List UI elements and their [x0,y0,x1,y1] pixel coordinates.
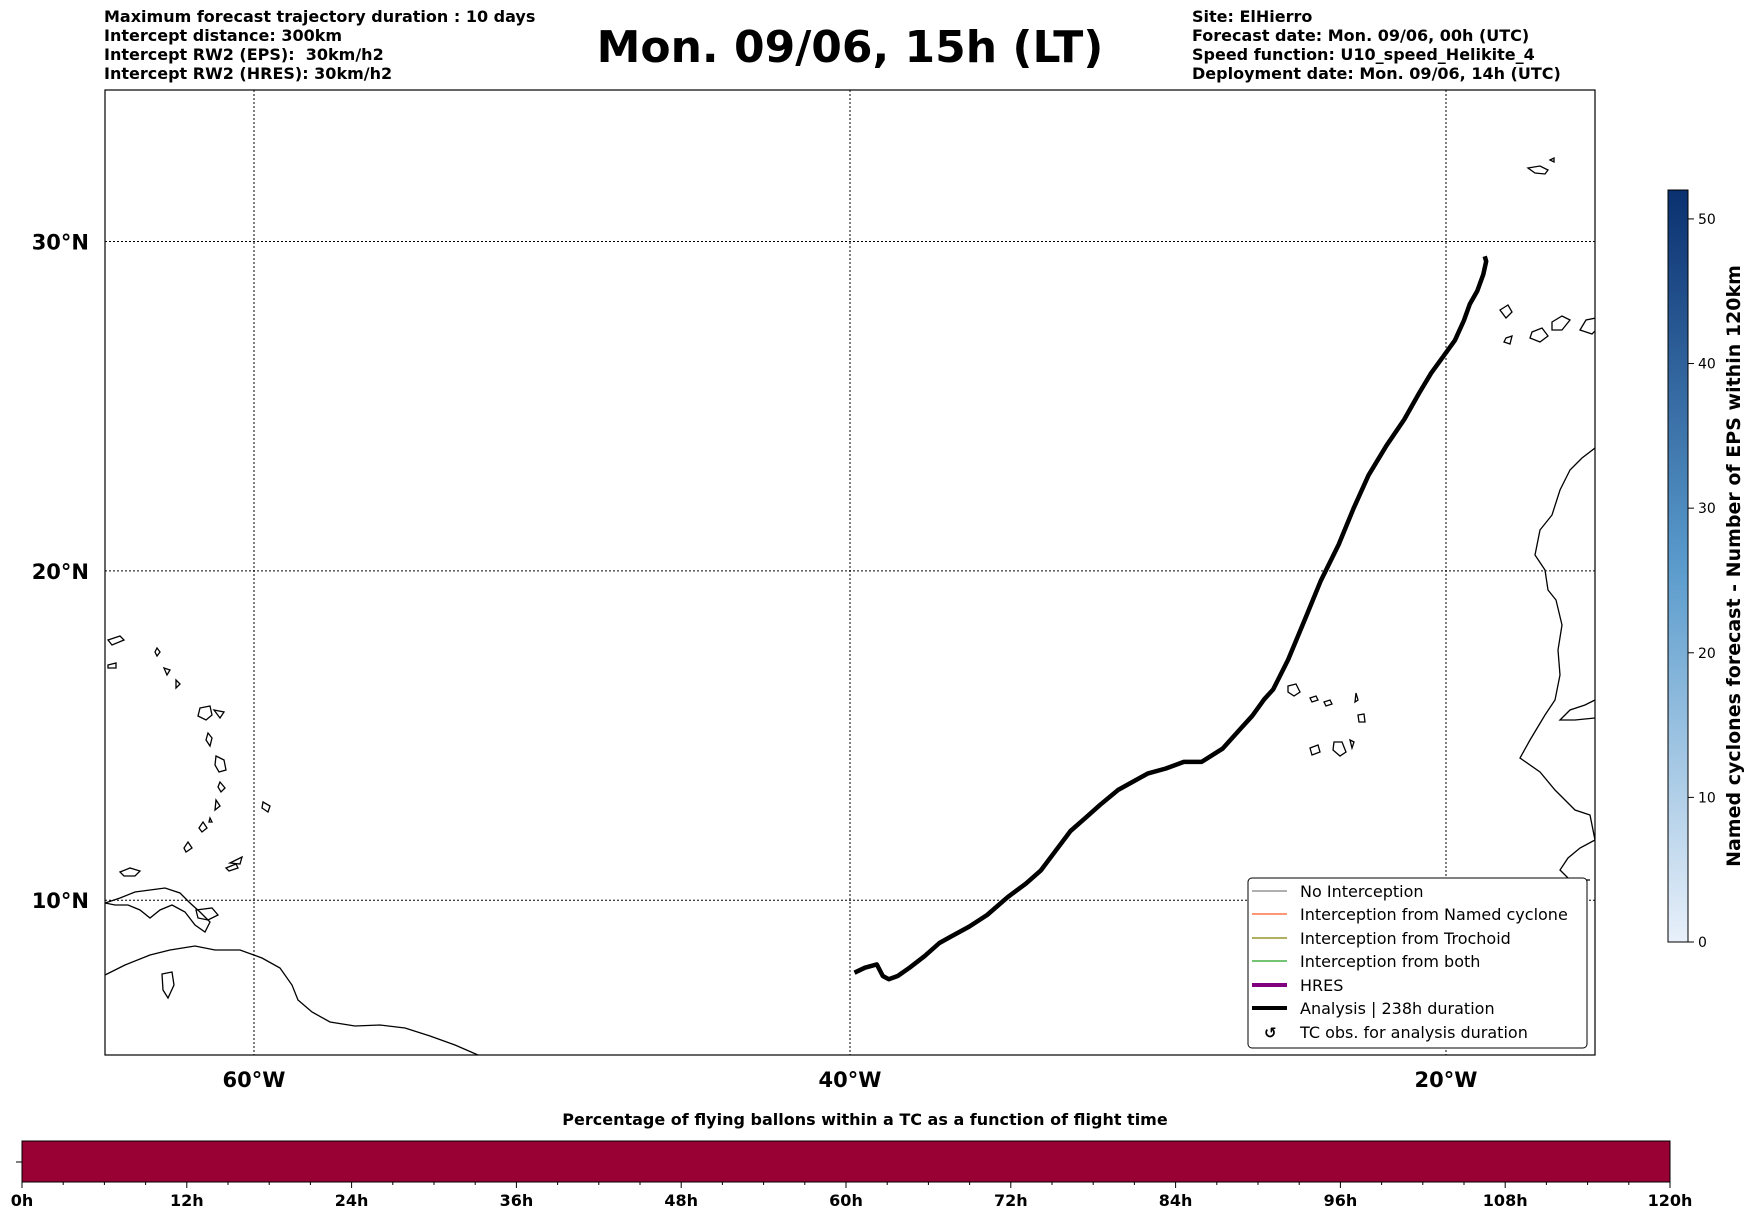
coast-trinidad [161,971,175,1000]
coast-guadeloupe [197,705,226,721]
coast-antilles-2 [107,662,117,669]
colorbar-label: Named cyclones forecast - Number of EPS … [1723,265,1745,867]
map-frame [104,89,1596,1056]
flight-time-label: 36h [500,1191,534,1210]
coast-st-lucia [217,780,226,794]
colorbar-tick-label: 50 [1698,212,1716,228]
colorbar-tick-label: 30 [1698,501,1716,517]
coast-island-3 [224,863,239,872]
lon-tick-label: 60°W [223,1068,286,1092]
colorbar-tick-label: 10 [1698,790,1716,806]
legend-hres: HRES [1300,976,1343,995]
info-left-line-4: Intercept RW2 (HRES): 30km/h2 [104,64,393,83]
info-left-line-2: Intercept distance: 300km [104,26,343,45]
colorbar-ticks: 0 10 20 30 40 50 [1688,212,1716,951]
flight-time-label: 84h [1159,1191,1193,1210]
coast-grenadines [198,816,214,833]
info-right-line-2: Forecast date: Mon. 09/06, 00h (UTC) [1192,26,1530,45]
colorbar: 0 10 20 30 40 50 Named cyclones forecast - Nu… [1667,189,1745,951]
legend-box [1247,877,1588,1049]
legend: No Interception Interception from Named … [1247,877,1588,1049]
coast-west-africa [1519,447,1595,881]
flight-time-label: 72h [994,1191,1028,1210]
colorbar-tick-label: 20 [1698,646,1716,662]
coast-martinique [214,755,227,773]
lon-tick-label: 20°W [1415,1068,1478,1092]
lat-tick-label: 10°N [32,889,89,913]
coast-cape-verde [1287,683,1366,757]
flight-time-label: 96h [1324,1191,1358,1210]
info-right-line-4: Deployment date: Mon. 09/06, 14h (UTC) [1192,64,1561,83]
colorbar-tick-label: 40 [1698,357,1716,373]
chart-title: Mon. 09/06, 15h (LT) [596,22,1104,73]
coast-canary-islands [1499,304,1595,345]
analysis-trajectory [853,255,1489,982]
lon-tick-label: 40°W [819,1068,882,1092]
flight-time-label: 120h [1648,1191,1693,1210]
info-right-line-1: Site: ElHierro [1192,7,1313,26]
coast-antilles-1 [106,635,126,646]
coast-barbados [261,800,271,814]
info-left-line-3: Intercept RW2 (EPS): 30km/h2 [104,45,384,64]
latitude-axis: 10°N 20°N 30°N [32,231,89,914]
colorbar-scale [1667,189,1689,943]
lat-tick-label: 20°N [32,560,89,584]
tc-percentage-chart: Percentage of flying ballons within a TC… [11,1110,1693,1210]
coast-st-vincent [214,798,221,812]
coast-paraguana [105,887,211,933]
lat-tick-label: 30°N [32,231,89,255]
tc-percentage-fill [22,1141,1670,1182]
coastlines [105,156,1595,1055]
flight-time-label: 48h [664,1191,698,1210]
bottom-chart-title: Percentage of flying ballons within a TC… [562,1110,1168,1129]
legend-trochoid: Interception from Trochoid [1300,929,1511,948]
colorbar-tick-label: 0 [1698,935,1707,951]
coast-west-africa-2 [1558,699,1595,721]
info-right-line-3: Speed function: U10_speed_Helikite_4 [1192,45,1535,64]
legend-tc-obs: TC obs. for analysis duration [1299,1023,1528,1042]
legend-no-interception: No Interception [1300,882,1424,901]
legend-named-cyclone: Interception from Named cyclone [1300,905,1568,924]
flight-time-label: 24h [335,1191,369,1210]
coast-island-1 [118,867,142,877]
coast-tobago [227,855,244,865]
tc-obs-icon: ↺ [1264,1024,1277,1042]
coast-grenada [183,840,193,853]
legend-analysis: Analysis | 238h duration [1300,999,1495,1018]
longitude-axis: 60°W 40°W 20°W [223,1068,1478,1092]
flight-time-label: 60h [829,1191,863,1210]
flight-time-axis: 0h 12h 24h 36h 48h 60h 72h 84h 96h 108h 120h [11,1182,1693,1210]
coast-antilles-5 [175,678,181,690]
coast-south-america [105,945,479,1055]
flight-time-label: 108h [1483,1191,1528,1210]
coast-island-2 [195,907,220,921]
info-left-line-1: Maximum forecast trajectory duration : 1… [104,7,536,26]
coast-madeira [1526,156,1555,175]
legend-both: Interception from both [1300,952,1480,971]
coast-antilles-4 [162,666,171,677]
coast-antilles-3 [154,646,161,658]
coast-dominica [205,731,213,748]
flight-time-label: 12h [170,1191,204,1210]
flight-time-label: 0h [11,1191,34,1210]
